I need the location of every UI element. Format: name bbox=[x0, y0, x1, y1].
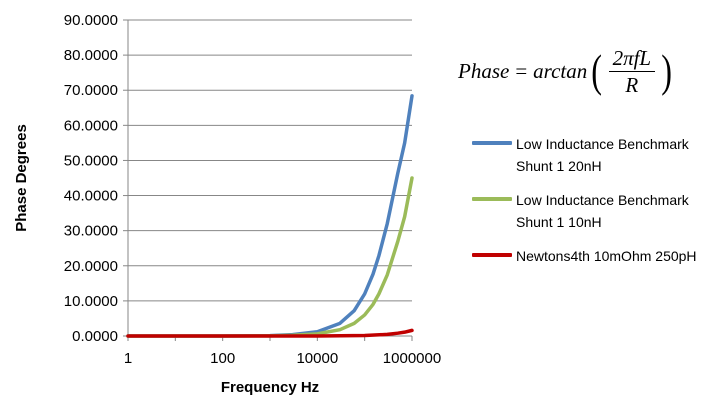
y-tick-label: 40.0000 bbox=[64, 188, 118, 205]
phase-formula: Phase = arctan ( 2πfL R ) bbox=[458, 42, 676, 100]
y-tick-label: 30.0000 bbox=[64, 223, 118, 240]
formula-denominator: R bbox=[625, 72, 639, 97]
y-tick-label: 90.0000 bbox=[64, 12, 118, 29]
series-layer bbox=[126, 94, 414, 338]
legend-item-20nh: Low Inductance Benchmark Shunt 1 20nH bbox=[472, 133, 712, 177]
series-line-0 bbox=[126, 94, 414, 338]
formula-lhs: Phase bbox=[458, 58, 510, 83]
y-tick-label: 10.0000 bbox=[64, 293, 118, 310]
y-tick-label: 80.0000 bbox=[64, 47, 118, 64]
tick-labels: 0.0000 10.0000 20.0000 30.0000 40.0000 50.000… bbox=[64, 12, 441, 367]
legend-item-10nh: Low Inductance Benchmark Shunt 1 10nH bbox=[472, 189, 712, 233]
x-tick-label: 1000000 bbox=[383, 350, 441, 367]
y-tick-label: 20.0000 bbox=[64, 258, 118, 275]
series-line-1 bbox=[126, 176, 414, 338]
series-line-2 bbox=[126, 328, 414, 338]
legend-swatch-20nh bbox=[472, 141, 512, 145]
x-axis-title: Frequency Hz bbox=[221, 379, 319, 396]
x-tick-label: 10000 bbox=[296, 350, 338, 367]
y-tick-label: 70.0000 bbox=[64, 82, 118, 99]
y-axis-title: Phase Degrees bbox=[13, 124, 30, 232]
legend-swatch-250ph bbox=[472, 253, 512, 257]
formula-fraction: 2πfL R bbox=[608, 47, 656, 97]
y-tick-label: 50.0000 bbox=[64, 152, 118, 169]
legend-label-10nh: Low Inductance Benchmark Shunt 1 10nH bbox=[516, 192, 689, 230]
x-tick-label: 100 bbox=[210, 350, 235, 367]
formula-function: arctan bbox=[533, 58, 588, 83]
formula-equals: = bbox=[515, 58, 528, 83]
gridlines bbox=[128, 19, 412, 302]
y-tick-label: 0.0000 bbox=[72, 328, 118, 345]
formula-close-paren: ) bbox=[661, 45, 673, 96]
legend: Low Inductance Benchmark Shunt 1 20nH Lo… bbox=[472, 133, 712, 279]
y-tick-label: 60.0000 bbox=[64, 117, 118, 134]
x-tick-label: 1 bbox=[124, 350, 132, 367]
legend-label-20nh: Low Inductance Benchmark Shunt 1 20nH bbox=[516, 136, 689, 174]
formula-numerator: 2πfL bbox=[608, 47, 656, 72]
legend-item-250ph: Newtons4th 10mOhm 250pH bbox=[472, 245, 712, 267]
legend-swatch-10nh bbox=[472, 197, 512, 201]
legend-label-250ph: Newtons4th 10mOhm 250pH bbox=[516, 248, 697, 264]
formula-open-paren: ( bbox=[591, 45, 603, 96]
axes bbox=[123, 19, 413, 341]
